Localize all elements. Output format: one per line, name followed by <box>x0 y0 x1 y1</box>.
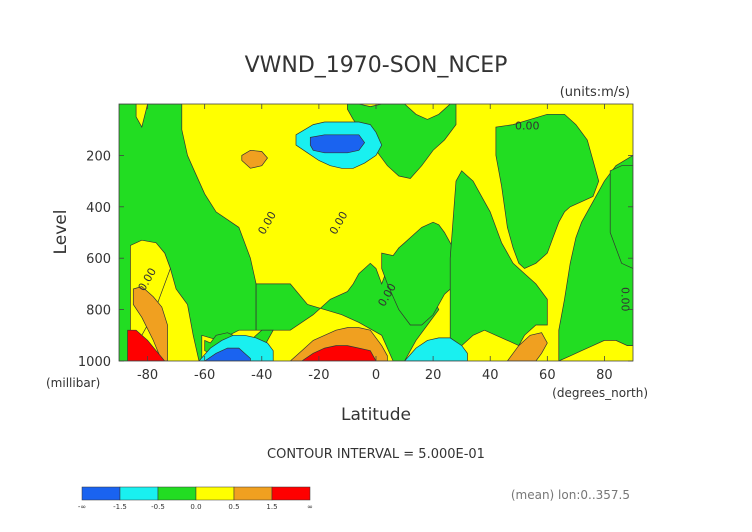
y-axis-label: Level <box>51 210 71 255</box>
x-tick-label: -60 <box>194 368 215 383</box>
legend-swatch <box>195 486 235 501</box>
mean-label: (mean) lon:0..357.5 <box>511 488 630 502</box>
chart-title: VWND_1970-SON_NCEP <box>245 53 508 78</box>
y-units-label: (millibar) <box>46 376 100 390</box>
contour-value-label: 0.00 <box>515 120 540 133</box>
contour-region-10 <box>495 113 600 269</box>
x-axis-label: Latitude <box>341 405 411 425</box>
contour-regions <box>119 104 633 361</box>
contour-region-17 <box>404 337 468 361</box>
x-tick-label: 60 <box>539 368 556 383</box>
y-tick-label: 600 <box>86 252 111 267</box>
legend-swatch <box>157 486 197 501</box>
legend-label: -1.5 <box>113 503 127 511</box>
x-tick-label: -40 <box>251 368 272 383</box>
x-units-label: (degrees_north) <box>552 386 648 400</box>
contour-region-1 <box>119 104 148 129</box>
x-tick-label: 40 <box>482 368 499 383</box>
contour-interval-label: CONTOUR INTERVAL = 5.000E-01 <box>267 447 485 462</box>
contour-value-label: 0.00 <box>619 287 632 312</box>
contour-region-16 <box>204 347 251 361</box>
legend-swatch <box>119 486 159 501</box>
contour-region-3 <box>132 286 168 361</box>
contour-region-19 <box>301 345 377 361</box>
x-tick-label: 0 <box>372 368 380 383</box>
x-tick-label: 20 <box>425 368 442 383</box>
y-axis-ticks: 200 400 600 800 1000 <box>78 149 633 370</box>
legend-label: -0.5 <box>151 503 165 511</box>
y-tick-label: 1000 <box>78 355 111 370</box>
contour-region-12 <box>609 165 633 269</box>
legend-swatch <box>81 486 121 501</box>
y-tick-label: 400 <box>86 201 111 216</box>
legend-label: 0.0 <box>190 503 201 511</box>
contour-region-21 <box>506 332 548 361</box>
contour-region-4 <box>127 329 166 361</box>
color-legend: -∞ -1.5 -0.5 0.0 0.5 1.5 ∞ <box>78 486 313 511</box>
legend-swatch <box>233 486 273 501</box>
legend-label: ∞ <box>307 503 313 511</box>
contour-region-14 <box>309 134 366 154</box>
x-tick-label: -80 <box>137 368 158 383</box>
contour-region-9 <box>449 170 548 357</box>
x-axis-ticks: -80 -60 -40 -20 0 20 40 60 80 <box>137 104 613 383</box>
legend-swatch <box>271 486 311 501</box>
contour-region-20 <box>241 149 268 169</box>
units-label: (units:m/s) <box>560 85 630 100</box>
x-tick-label: -20 <box>308 368 329 383</box>
legend-label: 1.5 <box>266 503 277 511</box>
legend-label: -∞ <box>78 503 86 511</box>
x-tick-label: 80 <box>596 368 613 383</box>
legend-label: 0.5 <box>228 503 239 511</box>
y-tick-label: 200 <box>86 149 111 164</box>
y-tick-label: 800 <box>86 304 111 319</box>
